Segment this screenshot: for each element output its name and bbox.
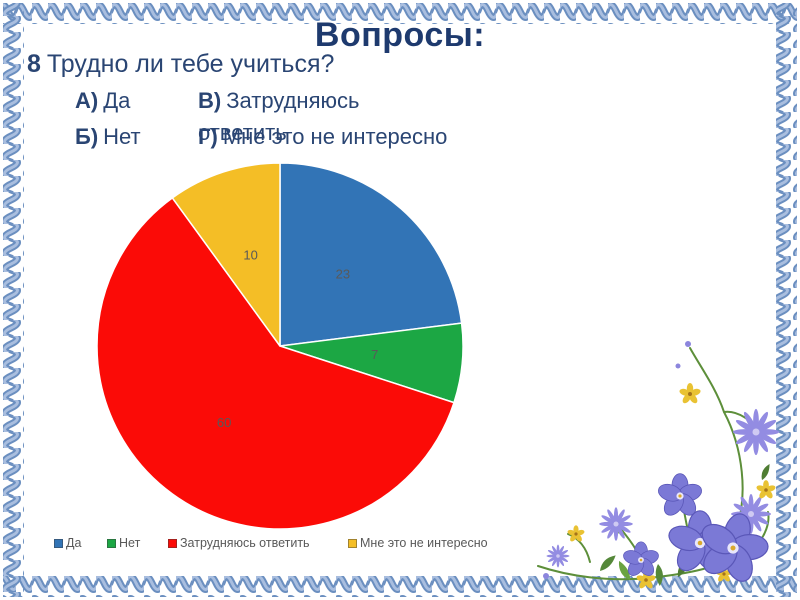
option-v-text: Затрудняюсь [226,88,360,113]
flower-leaves [597,462,772,587]
option-a-letter: А) [75,88,99,113]
border-bottom [3,576,797,597]
question-line: 8 Трудно ли тебе учиться? [27,50,334,79]
pie-value-label-0: 23 [336,267,350,282]
legend-swatch-icon [107,538,116,548]
legend-swatch-icon [168,538,177,548]
legend-label: Мне это не интересно [360,536,488,550]
option-v: В) Затрудняюсь [198,88,359,114]
border-right [776,3,797,597]
question-text: Трудно ли тебе учиться? [46,50,335,78]
pie-slice-3 [171,162,281,347]
pie-value-label-3: 10 [243,248,257,263]
legend-item-3: Мне это не интересно [348,536,488,550]
option-g: Г) Мне это не интересно [198,124,447,150]
pie-value-label-2: 60 [217,415,231,430]
legend-label: Нет [119,536,141,550]
option-g-letter: Г) [198,124,218,149]
floral-corner-decoration [537,341,780,593]
flower-blossoms [543,341,780,593]
option-g-text: Мне это не интересно [222,124,448,149]
option-v-wrapped-word: ответить [198,120,287,145]
option-b-text: Нет [103,124,141,149]
legend-label: Да [66,536,82,550]
option-a-text: Да [103,88,131,113]
pie-slice-2 [96,197,455,530]
pie-chart: 23 7 60 10 Да Нет Затрудняюсь ответить Мне это… [38,150,516,568]
option-b: Б) Нет [75,124,141,150]
border-left [3,3,24,597]
legend-swatch-icon [348,538,357,548]
question-number: 8 [27,50,41,78]
legend-item-2: Затрудняюсь ответить [168,536,310,550]
pie-plot-area: 23 7 60 10 [96,162,464,530]
flower-stems [537,347,770,581]
option-b-letter: Б) [75,124,99,149]
chart-legend: Да Нет Затрудняюсь ответить Мне это не инте… [38,534,516,556]
pie-slice-0 [279,162,463,347]
option-a: А) Да [75,88,130,114]
pie-value-label-1: 7 [371,347,378,362]
legend-item-0: Да [54,536,81,550]
page-title: Вопросы: [314,16,486,54]
option-v-letter: В) [198,88,222,113]
legend-label: Затрудняюсь ответить [180,536,310,550]
legend-item-1: Нет [107,536,140,550]
legend-swatch-icon [54,538,63,548]
